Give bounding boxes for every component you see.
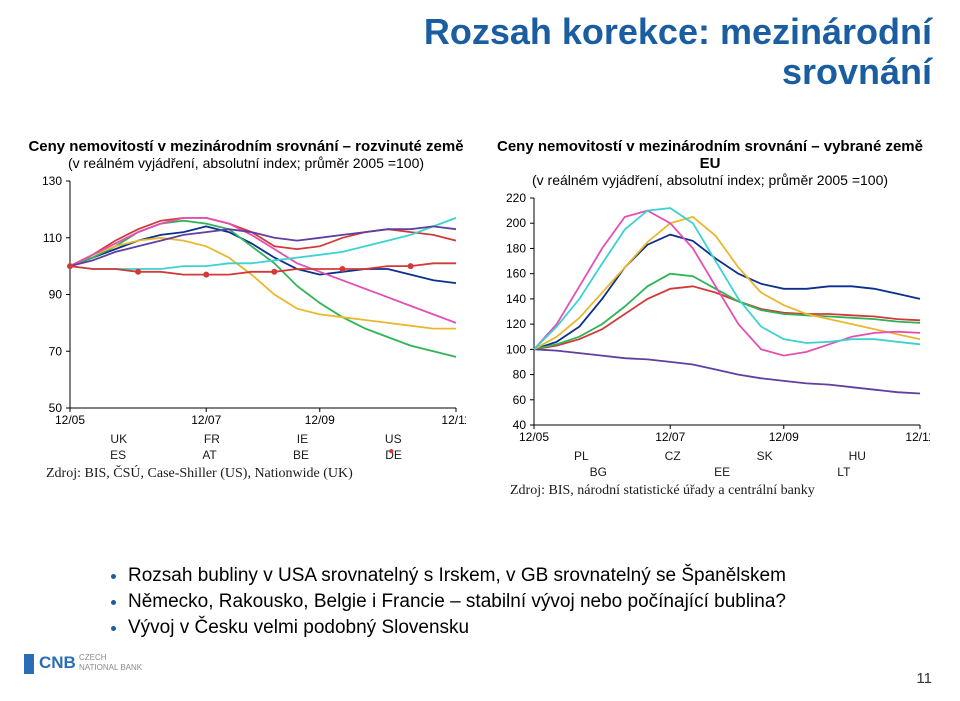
left-legend: UK FR IE US ES AT BE ●DE: [24, 432, 468, 462]
legend-item: ●DE: [381, 448, 402, 462]
legend-item: UK: [106, 432, 127, 446]
legend-label: US: [385, 432, 402, 446]
right-chart-subtitle: (v reálném vyjádření, absolutní index; p…: [488, 172, 932, 188]
svg-text:120: 120: [506, 317, 526, 331]
right-legend: PL CZ SK HU BG EE LT: [488, 449, 932, 479]
legend-item: ES: [106, 448, 126, 462]
legend-item: EE: [710, 465, 730, 479]
legend-label: PL: [574, 449, 589, 463]
left-chart-title: Ceny nemovitostí v mezinárodním srovnání…: [24, 138, 468, 155]
svg-text:60: 60: [513, 393, 527, 407]
left-chart-svg: 50709011013012/0512/0712/0912/11: [26, 175, 466, 430]
svg-text:110: 110: [43, 231, 62, 245]
legend-item: HU: [845, 449, 866, 463]
svg-text:12/05: 12/05: [519, 430, 549, 444]
legend-label: UK: [110, 432, 127, 446]
bullet-list: Rozsah bubliny v USA srovnatelný s Irske…: [88, 565, 920, 643]
legend-label: BE: [293, 448, 309, 462]
svg-text:12/05: 12/05: [55, 413, 85, 427]
svg-text:130: 130: [42, 175, 62, 188]
legend-label: HU: [849, 449, 866, 463]
legend-item: IE: [293, 432, 308, 446]
svg-text:12/11: 12/11: [905, 430, 930, 444]
svg-text:80: 80: [513, 368, 527, 382]
legend-label: IE: [297, 432, 308, 446]
svg-text:100: 100: [506, 342, 526, 356]
legend-label: BG: [590, 465, 607, 479]
svg-text:NATIONAL BANK: NATIONAL BANK: [79, 663, 143, 672]
legend-item: BE: [289, 448, 309, 462]
left-chart-column: Ceny nemovitostí v mezinárodním srovnání…: [24, 138, 468, 499]
svg-text:90: 90: [49, 288, 63, 302]
chart-row: Ceny nemovitostí v mezinárodním srovnání…: [24, 138, 932, 499]
legend-label: ES: [110, 448, 126, 462]
svg-text:12/07: 12/07: [655, 430, 685, 444]
bullet-item: Vývoj v Česku velmi podobný Slovensku: [128, 617, 920, 639]
legend-item: BG: [586, 465, 607, 479]
page-number: 11: [916, 670, 932, 687]
legend-row: UK FR IE US: [24, 432, 468, 446]
svg-text:12/09: 12/09: [769, 430, 799, 444]
legend-item: AT: [198, 448, 216, 462]
right-source: Zdroj: BIS, národní statistické úřady a …: [510, 483, 932, 499]
right-chart-svg: 40608010012014016018020022012/0512/0712/…: [490, 192, 930, 447]
legend-item: PL: [570, 449, 589, 463]
legend-row: BG EE LT: [488, 465, 932, 479]
svg-text:180: 180: [506, 241, 526, 255]
svg-text:70: 70: [49, 344, 63, 358]
svg-text:140: 140: [506, 292, 526, 306]
legend-label: SK: [757, 449, 773, 463]
legend-row: ES AT BE ●DE: [24, 448, 468, 462]
bullet-item: Rozsah bubliny v USA srovnatelný s Irske…: [128, 565, 920, 587]
svg-text:12/07: 12/07: [191, 413, 221, 427]
legend-item: LT: [833, 465, 850, 479]
slide-title: Rozsah korekce: mezinárodní srovnání: [424, 12, 932, 91]
right-chart-column: Ceny nemovitostí v mezinárodním srovnání…: [488, 138, 932, 499]
cnb-logo: CNB CZECH NATIONAL BANK: [24, 648, 144, 687]
legend-item: SK: [753, 449, 773, 463]
svg-text:CZECH: CZECH: [79, 653, 107, 662]
svg-text:220: 220: [506, 192, 526, 205]
title-line-2: srovnání: [782, 51, 932, 92]
legend-row: PL CZ SK HU: [488, 449, 932, 463]
legend-label: FR: [204, 432, 220, 446]
right-chart-title: Ceny nemovitostí v mezinárodním srovnání…: [488, 138, 932, 172]
legend-item: US: [381, 432, 402, 446]
svg-text:200: 200: [506, 216, 526, 230]
title-line-1: Rozsah korekce: mezinárodní: [424, 11, 932, 52]
legend-label: AT: [202, 448, 216, 462]
legend-label: EE: [714, 465, 730, 479]
svg-text:12/11: 12/11: [441, 413, 466, 427]
svg-text:12/09: 12/09: [305, 413, 335, 427]
legend-item: FR: [200, 432, 220, 446]
left-chart-subtitle: (v reálném vyjádření, absolutní index; p…: [24, 155, 468, 171]
svg-text:CNB: CNB: [39, 653, 76, 672]
legend-item: CZ: [661, 449, 681, 463]
left-source: Zdroj: BIS, ČSÚ, Case-Shiller (US), Nati…: [46, 466, 468, 482]
svg-text:160: 160: [506, 267, 526, 281]
bullet-item: Německo, Rakousko, Belgie i Francie – st…: [128, 591, 920, 613]
legend-label: LT: [837, 465, 850, 479]
legend-label: CZ: [665, 449, 681, 463]
